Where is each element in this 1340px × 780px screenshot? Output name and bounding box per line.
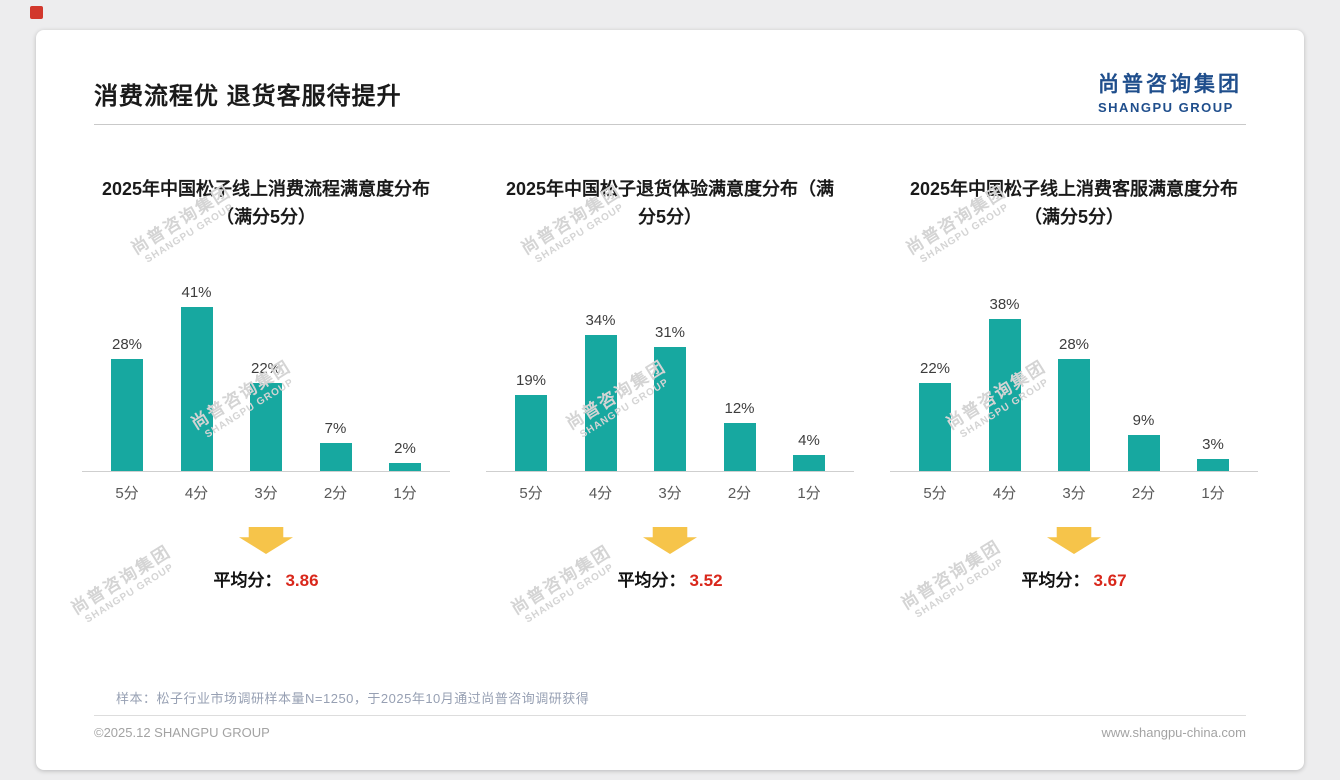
average-row: 平均分： 3.52 (468, 566, 872, 591)
bar (1197, 459, 1229, 471)
bar (723, 423, 756, 471)
x-axis-label: 5分 (115, 485, 139, 502)
bar-value-label: 28% (1058, 336, 1090, 353)
x-axis-label: 4分 (184, 485, 209, 502)
bar-group: 38% (976, 296, 1034, 471)
average-label: 平均分： (213, 571, 282, 590)
bar-value-label: 2% (394, 440, 416, 457)
bar (988, 319, 1021, 471)
bar (389, 463, 421, 471)
average-value: 3.67 (1093, 571, 1127, 590)
bar-group: 28% (98, 336, 156, 471)
bar-value-label: 19% (515, 372, 547, 389)
bar (250, 383, 282, 471)
bar-group: 19% (502, 372, 560, 471)
bar (919, 383, 951, 471)
x-axis-label: 3分 (1062, 485, 1086, 502)
chart-process-satisfaction: 2025年中国松子线上消费流程满意度分布（满分5分） 28% 41% 22% 7% 2%… (64, 152, 468, 591)
bar-group: 12% (711, 400, 769, 471)
bar-value-label: 9% (1132, 412, 1155, 429)
x-axis-label: 1分 (797, 485, 821, 502)
chart-title: 2025年中国松子线上消费客服满意度分布（满分5分） (909, 179, 1239, 227)
bar (793, 455, 825, 471)
bar-value-label: 3% (1202, 436, 1224, 453)
bars: 22% 38% 28% 9% 3% (890, 260, 1258, 472)
bar-value-label: 12% (724, 400, 755, 417)
average-row: 平均分： 3.86 (64, 566, 468, 591)
average-label: 平均分： (1021, 571, 1090, 590)
x-axis-label: 2分 (323, 485, 348, 502)
x-axis-label: 5分 (519, 485, 543, 502)
slide-card: 消费流程优 退货客服待提升 尚普咨询集团 SHANGPU GROUP 2025年… (36, 30, 1304, 770)
chart-title: 2025年中国松子线上消费流程满意度分布（满分5分） (101, 179, 431, 227)
bar (654, 347, 686, 471)
bar-group: 2% (376, 440, 434, 471)
average-row: 平均分： 3.67 (872, 566, 1276, 591)
x-axis-label: 4分 (992, 485, 1017, 502)
bars: 28% 41% 22% 7% 2% (82, 260, 450, 472)
down-arrow-icon (1047, 527, 1101, 554)
sample-note: 样本：松子行业市场调研样本量N=1250，于2025年10月通过尚普咨询调研获得 (116, 691, 590, 706)
bar (111, 359, 143, 471)
bar-group: 22% (237, 360, 295, 471)
bar-group: 4% (780, 432, 838, 471)
bar (1127, 435, 1160, 471)
bar-group: 41% (168, 284, 226, 471)
bar-group: 31% (641, 324, 699, 471)
bar-group: 9% (1115, 412, 1173, 471)
bar-group: 34% (572, 312, 630, 471)
x-axis: 5分 4分 3分 2分 1分 (82, 472, 450, 503)
x-axis-label: 3分 (658, 485, 682, 502)
footer: ©2025.12 SHANGPU GROUP www.shangpu-china… (94, 725, 1246, 740)
bar (584, 335, 617, 471)
down-arrow-icon (239, 527, 293, 554)
company-logo: 尚普咨询集团 SHANGPU GROUP (1098, 68, 1242, 115)
bar (180, 307, 213, 471)
bar-group: 22% (906, 360, 964, 471)
bar (319, 443, 352, 471)
bars: 19% 34% 31% 12% 4% (486, 260, 854, 472)
bar-value-label: 34% (585, 312, 616, 329)
chart-service-satisfaction: 2025年中国松子线上消费客服满意度分布（满分5分） 22% 38% 28% 9% 3%… (872, 152, 1276, 591)
x-axis-label: 1分 (1201, 485, 1225, 502)
bar-value-label: 22% (250, 360, 282, 377)
x-axis-label: 3分 (254, 485, 278, 502)
page-title: 消费流程优 退货客服待提升 (94, 83, 402, 110)
charts-row: 2025年中国松子线上消费流程满意度分布（满分5分） 28% 41% 22% 7% 2%… (64, 152, 1276, 591)
bar-value-label: 38% (989, 296, 1020, 313)
bar (515, 395, 547, 471)
bar-value-label: 28% (111, 336, 143, 353)
chart-title: 2025年中国松子退货体验满意度分布（满分5分） (505, 179, 835, 227)
title-divider (94, 124, 1246, 125)
bar-value-label: 31% (654, 324, 686, 341)
average-value: 3.52 (689, 571, 723, 590)
average-value: 3.86 (285, 571, 319, 590)
bar-group: 7% (307, 420, 365, 471)
down-arrow-icon (643, 527, 697, 554)
logo-text-en: SHANGPU GROUP (1098, 100, 1234, 115)
x-axis-label: 4分 (588, 485, 613, 502)
footer-divider (94, 715, 1246, 716)
corner-accent (30, 6, 43, 19)
bar-value-label: 41% (181, 284, 212, 301)
average-label: 平均分： (617, 571, 686, 590)
x-axis: 5分 4分 3分 2分 1分 (890, 472, 1258, 503)
x-axis: 5分 4分 3分 2分 1分 (486, 472, 854, 503)
x-axis-label: 5分 (923, 485, 947, 502)
x-axis-label: 2分 (727, 485, 752, 502)
bar-group: 28% (1045, 336, 1103, 471)
x-axis-label: 1分 (393, 485, 417, 502)
bar-value-label: 7% (324, 420, 347, 437)
x-axis-label: 2分 (1131, 485, 1156, 502)
bar (1058, 359, 1090, 471)
bar-value-label: 22% (919, 360, 951, 377)
logo-text-cn: 尚普咨询集团 (1098, 73, 1242, 96)
bar-value-label: 4% (798, 432, 820, 449)
bar-group: 3% (1184, 436, 1242, 471)
footer-copyright: ©2025.12 SHANGPU GROUP (94, 725, 270, 740)
chart-return-satisfaction: 2025年中国松子退货体验满意度分布（满分5分） 19% 34% 31% 12% 4% … (468, 152, 872, 591)
footer-website: www.shangpu-china.com (1101, 725, 1246, 740)
